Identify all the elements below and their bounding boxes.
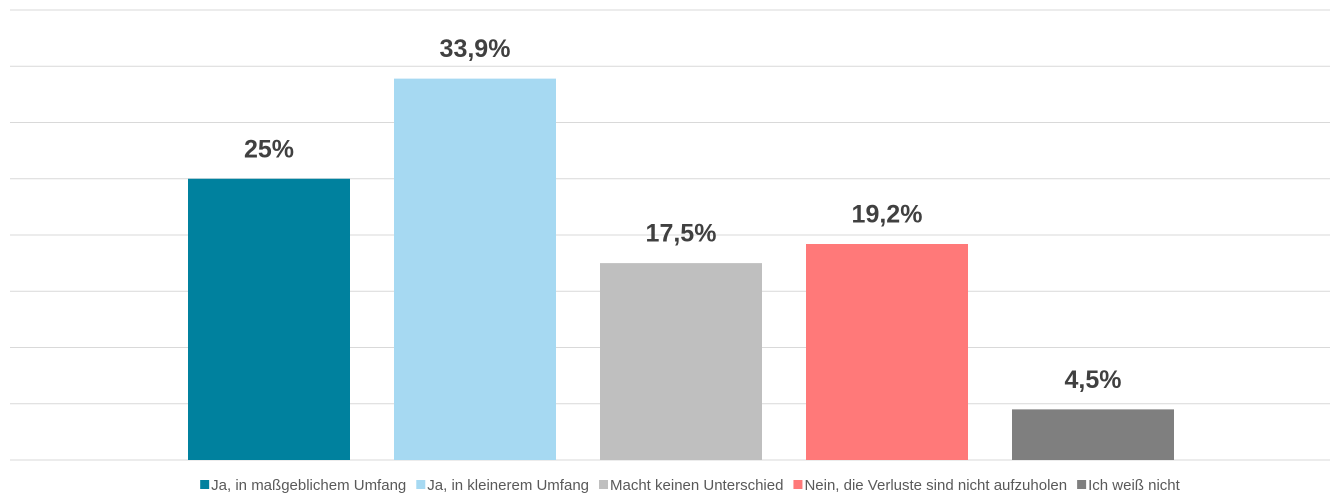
- data-label: 4,5%: [1065, 366, 1122, 394]
- legend-swatch: [1077, 480, 1087, 489]
- legend-swatch: [416, 480, 426, 489]
- data-label: 25%: [244, 135, 294, 163]
- bar: [1012, 409, 1174, 460]
- bar: [600, 263, 762, 460]
- data-label: 19,2%: [852, 201, 923, 229]
- legend-label: Ja, in maßgeblichem Umfang: [211, 477, 406, 494]
- legend-swatch: [793, 480, 803, 489]
- bar: [394, 78, 556, 460]
- bar: [806, 244, 968, 460]
- legend-label: Nein, die Verluste sind nicht aufzuholen: [804, 477, 1067, 494]
- legend-swatch: [200, 480, 210, 489]
- data-label: 33,9%: [440, 35, 511, 63]
- legend-swatch: [599, 480, 609, 489]
- legend-label: Macht keinen Unterschied: [610, 477, 783, 494]
- bar: [188, 178, 350, 460]
- data-label: 17,5%: [646, 220, 717, 248]
- legend-label: Ja, in kleinerem Umfang: [427, 477, 589, 494]
- legend-label: Ich weiß nicht: [1088, 477, 1181, 494]
